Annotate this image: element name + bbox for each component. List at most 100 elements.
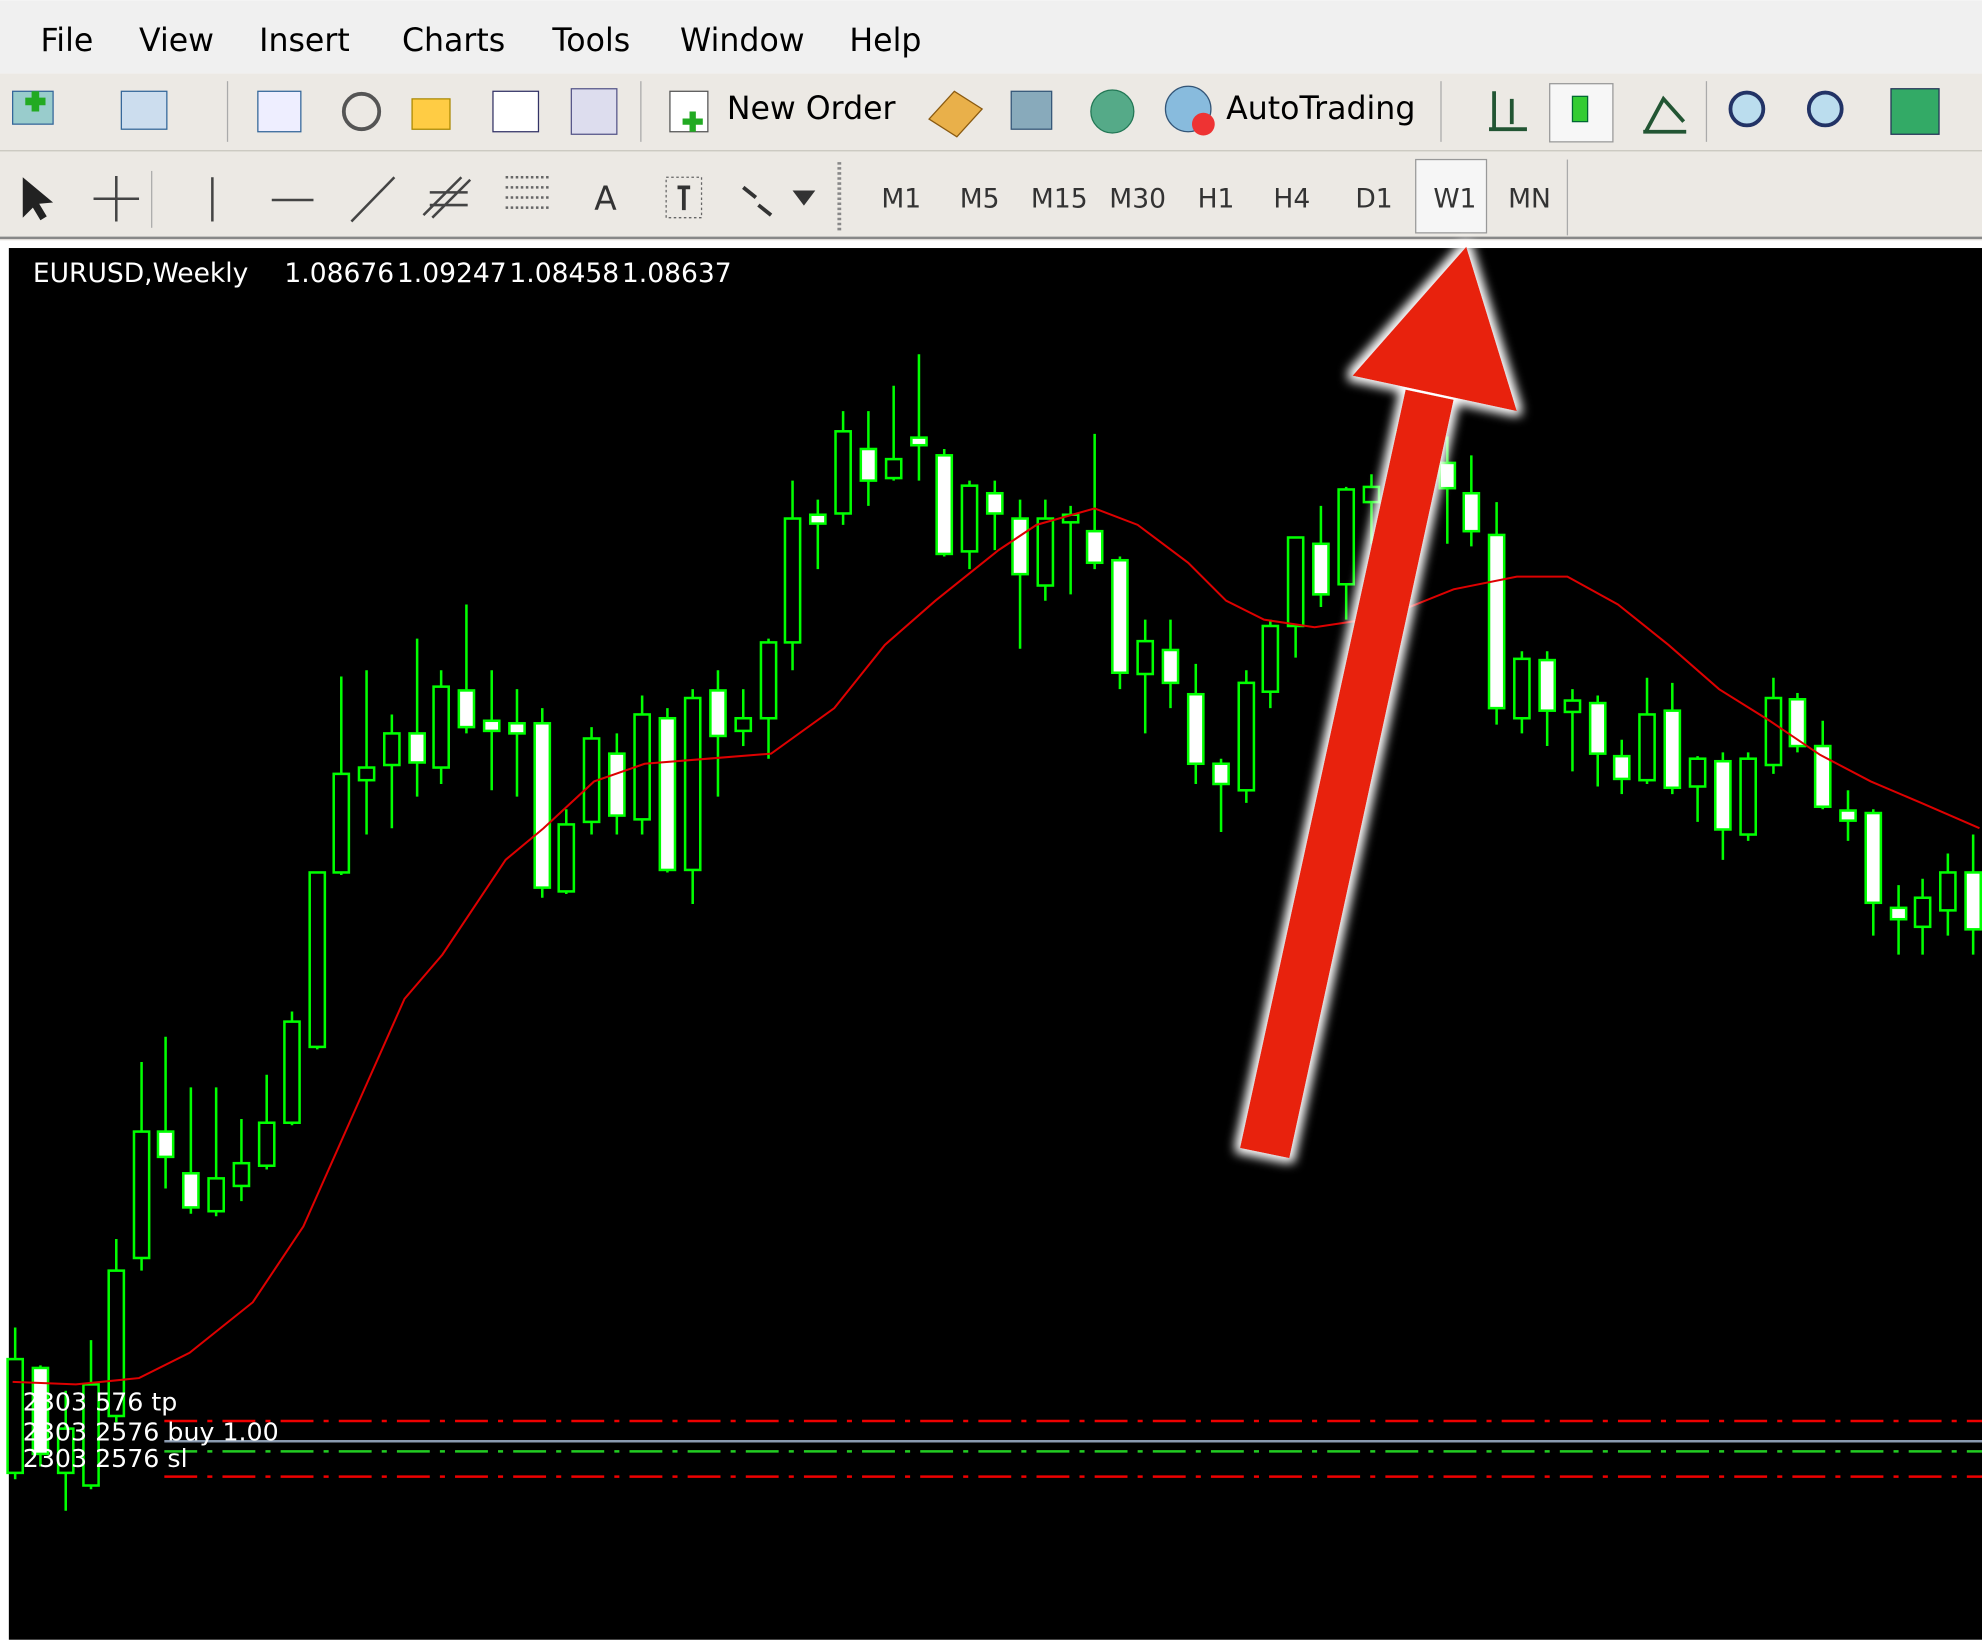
tool-cursor[interactable] xyxy=(22,177,54,221)
candle-body xyxy=(482,719,501,733)
candle-body xyxy=(1186,692,1205,766)
icon-market[interactable] xyxy=(1090,89,1135,134)
candle-body xyxy=(910,436,928,447)
menu-help[interactable]: Help xyxy=(849,23,921,59)
icon-zoom-in[interactable] xyxy=(1728,90,1766,128)
tool-fibo[interactable] xyxy=(505,175,549,209)
candle-body xyxy=(357,766,376,782)
icon-tester[interactable] xyxy=(570,88,618,135)
icon-data-window[interactable] xyxy=(341,91,382,132)
icon-navigator[interactable] xyxy=(411,98,451,130)
moving-average xyxy=(12,507,1980,1386)
candle-body xyxy=(1588,701,1607,755)
candle-body xyxy=(935,454,954,556)
candle-body xyxy=(232,1161,251,1188)
candle-body xyxy=(1111,558,1129,675)
candle-body xyxy=(985,491,1004,515)
order-lines xyxy=(164,1419,1982,1478)
menu-file[interactable]: File xyxy=(40,23,93,59)
candle-body xyxy=(408,732,426,764)
candle-body xyxy=(1688,757,1707,788)
timeframe-button[interactable]: H4 xyxy=(1273,183,1310,214)
candle-body xyxy=(1362,485,1381,504)
candle-body xyxy=(1212,762,1230,786)
candle-body xyxy=(1462,491,1481,533)
menu-view[interactable]: View xyxy=(139,23,214,59)
menu-tools[interactable]: Tools xyxy=(551,23,630,59)
candle-body xyxy=(383,732,401,767)
tool-text[interactable]: A xyxy=(594,178,617,217)
icon-bar-chart[interactable] xyxy=(1489,91,1527,132)
order-buy-label: 2303 2576 buy 1.00 xyxy=(23,1418,279,1447)
menu-insert[interactable]: Insert xyxy=(259,23,350,59)
timeframe-button[interactable]: MN xyxy=(1508,183,1551,214)
candle-body xyxy=(1839,809,1857,822)
timeframe-button[interactable]: M30 xyxy=(1109,183,1166,214)
icon-profiles[interactable] xyxy=(120,90,168,130)
tool-crosshair[interactable] xyxy=(93,175,140,222)
candle-body xyxy=(1085,529,1104,565)
price-close: 1.08637 xyxy=(622,258,732,289)
timeframe-button[interactable]: M1 xyxy=(881,183,921,214)
arrow-shaft xyxy=(1240,389,1454,1159)
menu-window[interactable]: Window xyxy=(680,23,805,59)
icon-line-chart[interactable] xyxy=(1643,95,1687,134)
candle-body xyxy=(658,716,677,872)
icon-autotrading-off xyxy=(1191,112,1215,136)
drawing-tools xyxy=(22,158,1569,236)
icon-tile[interactable] xyxy=(1890,88,1940,135)
candle-body xyxy=(1261,624,1280,693)
order-tp-label: 2303 576 tp xyxy=(23,1387,178,1416)
candle-body xyxy=(533,722,552,889)
icon-signals[interactable] xyxy=(1010,90,1053,130)
candle-body xyxy=(1913,896,1932,929)
timeframes: M1 M5 M15 M30 H1 H4 D1 W1 MN xyxy=(881,183,1550,214)
tool-trendline[interactable] xyxy=(350,176,396,223)
new-order-label[interactable]: New Order xyxy=(727,91,896,127)
icon-zoom-out[interactable] xyxy=(1806,90,1844,128)
candle-body xyxy=(6,1357,25,1475)
icon-new-order[interactable] xyxy=(669,90,709,133)
candle-body xyxy=(1538,658,1557,712)
chart-symbol: EURUSD,Weekly xyxy=(33,258,249,289)
candle-body xyxy=(1161,648,1180,685)
icon-plus xyxy=(682,111,703,132)
candle-body xyxy=(1563,699,1582,714)
candle-body xyxy=(82,1383,100,1487)
candle-body xyxy=(1663,709,1682,790)
candle-body xyxy=(1739,757,1758,836)
candle-body xyxy=(734,716,753,733)
icon-market-watch[interactable] xyxy=(257,90,302,133)
tool-label[interactable] xyxy=(665,176,703,219)
timeframe-button[interactable]: M15 xyxy=(1031,183,1088,214)
candle-body xyxy=(1889,906,1908,921)
timeframe-button[interactable]: D1 xyxy=(1355,183,1392,214)
candle-body xyxy=(257,1121,276,1167)
candle-body xyxy=(1136,639,1155,676)
icon-plus xyxy=(25,91,46,112)
timeframe-button[interactable]: H1 xyxy=(1198,183,1235,214)
chart-area xyxy=(8,248,1982,1640)
autotrading-label[interactable]: AutoTrading xyxy=(1226,91,1415,127)
toolbars xyxy=(0,73,1982,241)
candle-body xyxy=(31,1366,50,1456)
candle-body xyxy=(709,689,727,738)
candle-body xyxy=(1011,517,1029,576)
candle-body xyxy=(508,722,526,735)
candle-body xyxy=(1286,536,1305,628)
price-open: 1.08676 xyxy=(284,258,394,289)
timeframe-button[interactable]: M5 xyxy=(960,183,1000,214)
candle-body xyxy=(1939,871,1957,912)
arrow-head xyxy=(1352,246,1517,412)
menu-bar xyxy=(0,0,1982,74)
tool-arrows[interactable] xyxy=(742,185,816,217)
icon-experts[interactable] xyxy=(928,90,984,138)
candle-body xyxy=(207,1177,225,1213)
timeframe-button[interactable]: W1 xyxy=(1433,183,1476,214)
menu-charts[interactable]: Charts xyxy=(402,23,505,59)
icon-terminal[interactable] xyxy=(492,90,540,133)
candle-body xyxy=(1764,696,1783,767)
tool-channel[interactable] xyxy=(422,176,472,219)
candle-body xyxy=(132,1130,151,1260)
